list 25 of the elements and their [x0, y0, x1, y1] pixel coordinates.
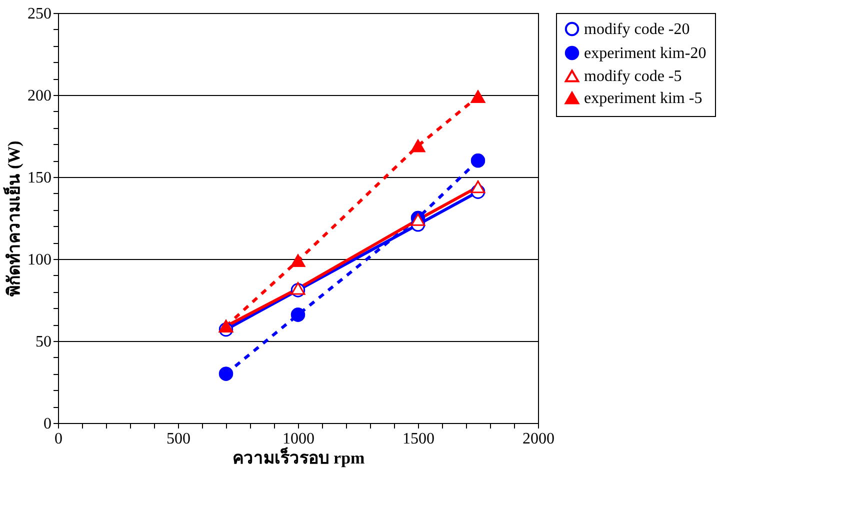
x-tick-label: 2000 — [522, 430, 554, 448]
point — [470, 180, 486, 194]
y-tick-label: 100 — [28, 252, 52, 268]
point — [290, 308, 306, 322]
x-tick-label: 500 — [166, 430, 190, 448]
legend-label: experiment kim -5 — [584, 90, 702, 107]
point — [470, 154, 486, 168]
legend-label: modify code -20 — [584, 21, 690, 38]
y-tick-label: 250 — [28, 6, 52, 22]
x-tick-label: 1000 — [282, 430, 314, 448]
point — [290, 282, 306, 295]
point — [470, 90, 486, 103]
y-tick-label: 200 — [28, 88, 52, 104]
y-tick-label: 150 — [28, 170, 52, 186]
x-axis-title: ความเร็วรอบ rpm — [232, 448, 365, 468]
x-tick-label: 0 — [54, 430, 62, 448]
y-tick-label: 50 — [36, 334, 52, 350]
point — [410, 140, 426, 152]
legend-label: modify code -5 — [584, 68, 682, 85]
y-tick-label: 0 — [44, 416, 52, 432]
legend-label: experiment kim-20 — [584, 45, 706, 62]
point — [218, 366, 234, 381]
point — [290, 254, 306, 267]
y-axis-title: พิกัดทำความเย็น (W) — [2, 140, 24, 296]
x-tick-label: 1500 — [402, 430, 434, 448]
